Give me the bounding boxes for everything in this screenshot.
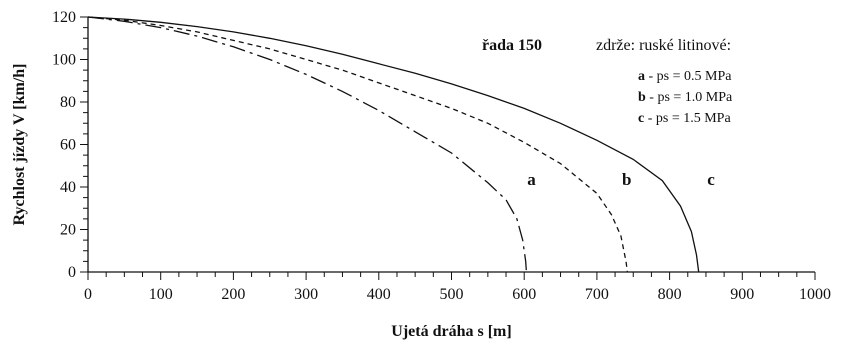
curve-a [87, 16, 528, 273]
x-tick-label: 0 [84, 286, 92, 303]
x-tick-label: 100 [149, 286, 173, 303]
x-tick-label: 300 [294, 286, 318, 303]
curves [87, 16, 700, 273]
y-tick-label: 20 [60, 222, 76, 239]
legend-value-b: - ps = 1.0 MPa [646, 90, 733, 105]
y-axis-title: Rychlost jízdy V [km/h] [11, 64, 28, 226]
curve-label-a: a [527, 170, 536, 189]
x-tick-label: 800 [658, 286, 682, 303]
curve-label-c: c [707, 170, 715, 189]
x-tick-label: 400 [367, 286, 391, 303]
y-tick-label: 0 [68, 264, 76, 281]
y-tick-label: 120 [52, 9, 76, 26]
legend-key-c: c [638, 111, 644, 126]
legend-series-label: řada 150 [482, 37, 542, 54]
x-axis-title: Ujetá dráha s [m] [391, 323, 511, 340]
x-tick-label: 700 [585, 286, 609, 303]
legend-brake-label: zdrže: ruské litinové: [596, 37, 731, 54]
legend: řada 150 zdrže: ruské litinové: a - ps =… [482, 37, 733, 126]
legend-key-a: a [638, 69, 645, 84]
y-tick-label: 100 [52, 52, 76, 69]
legend-value-a: - ps = 0.5 MPa [645, 69, 732, 84]
x-tick-label: 600 [512, 286, 536, 303]
legend-value-c: - ps = 1.5 MPa [644, 111, 731, 126]
legend-entry-b: b - ps = 1.0 MPa [638, 90, 733, 105]
labels: a b c [527, 170, 715, 189]
curve-label-b: b [622, 170, 631, 189]
legend-entry-c: c - ps = 1.5 MPa [638, 111, 731, 126]
y-tick-label: 80 [60, 94, 76, 111]
axes: 0 100 200 300 400 500 600 700 800 900 1000 0 20 40 60 8… [52, 9, 831, 303]
x-tick-label: 1000 [799, 286, 831, 303]
legend-entry-a: a - ps = 0.5 MPa [638, 69, 732, 84]
x-tick-label: 200 [221, 286, 245, 303]
y-tick-label: 40 [60, 179, 76, 196]
curve-b [87, 16, 629, 273]
legend-key-b: b [638, 90, 646, 105]
x-tick-label: 900 [730, 286, 754, 303]
x-tick-label: 500 [440, 286, 464, 303]
curve-c [87, 16, 700, 273]
y-tick-label: 60 [60, 137, 76, 154]
